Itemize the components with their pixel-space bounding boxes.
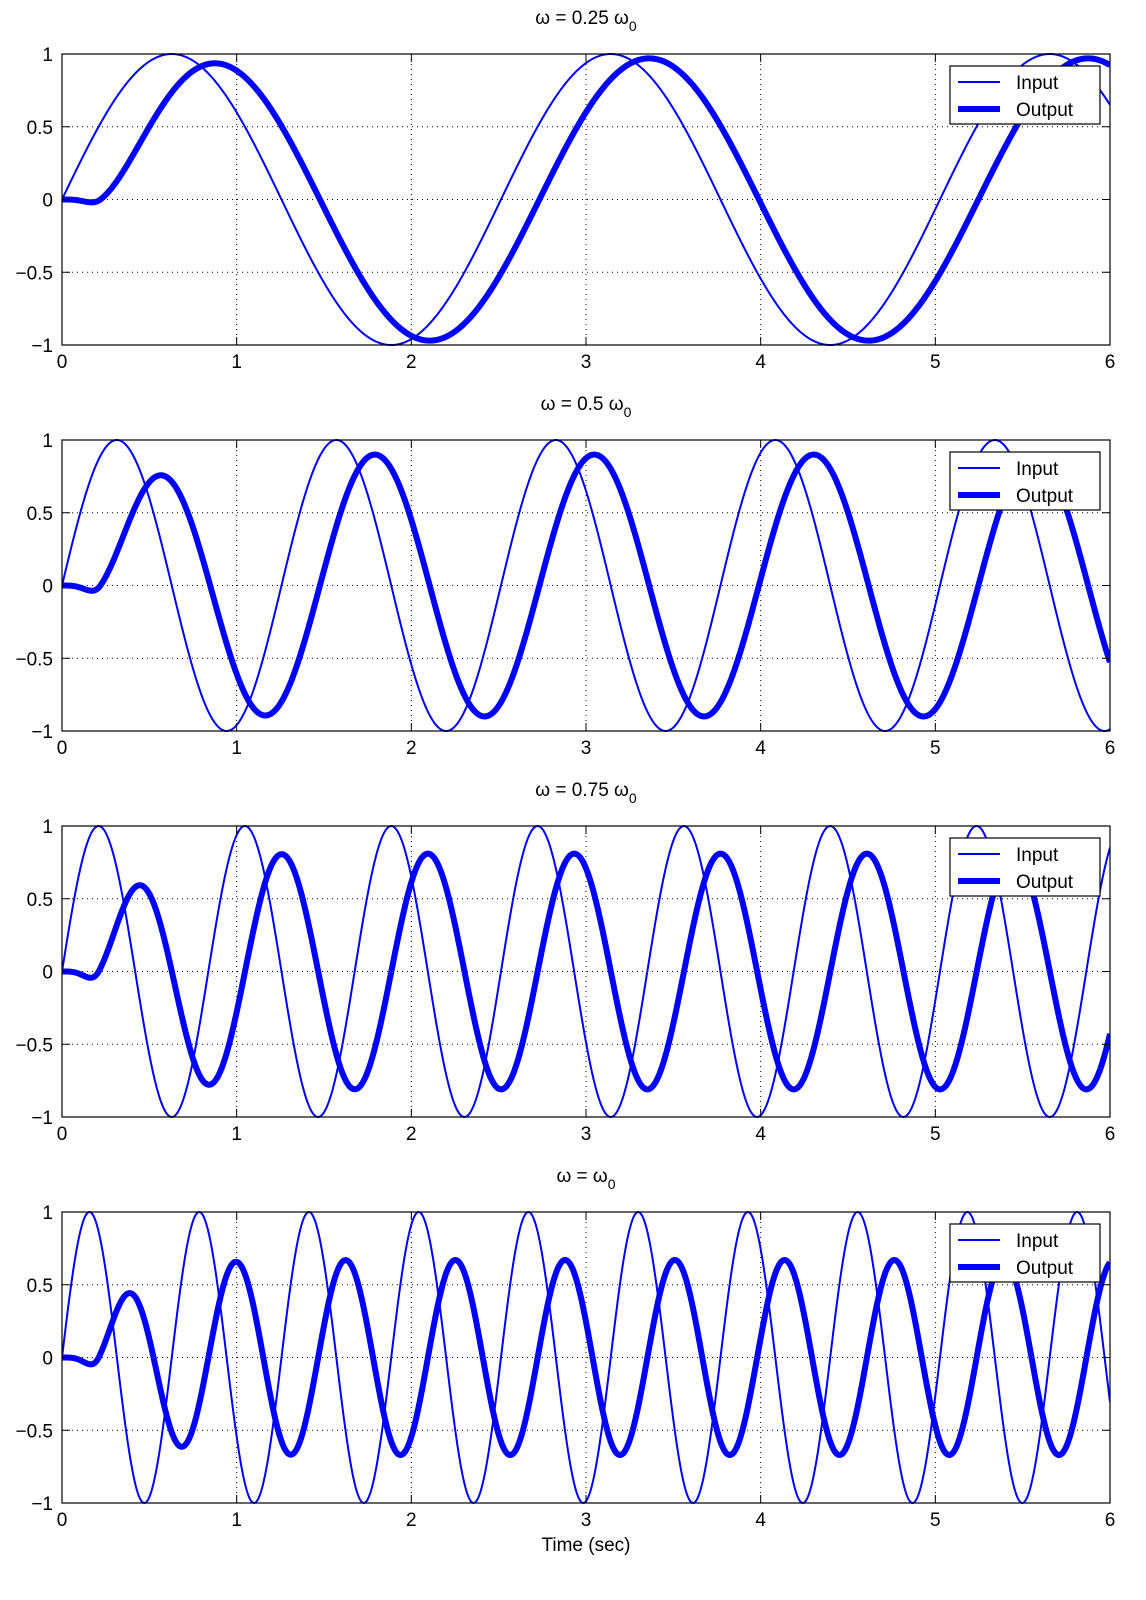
- x-tick-label: 0: [57, 738, 68, 759]
- chart-title: ω = 0.5 ω0: [541, 394, 632, 420]
- series-line-output: [62, 850, 1110, 1093]
- series-line-output: [62, 1257, 1110, 1458]
- y-tick-label: 0.5: [27, 1276, 53, 1297]
- x-tick-label: 4: [755, 1124, 766, 1145]
- x-tick-label: 6: [1105, 1124, 1116, 1145]
- legend-label-output: Output: [1016, 1258, 1074, 1279]
- x-tick-label: 5: [930, 1510, 941, 1531]
- x-tick-label: 2: [406, 1510, 417, 1531]
- series-line-input: [62, 52, 1110, 347]
- series-line-output: [62, 451, 1110, 720]
- x-tick-label: 5: [930, 738, 941, 759]
- legend: Input Output: [949, 1223, 1101, 1283]
- legend-box: [949, 451, 1101, 511]
- x-tick-label: 0: [57, 352, 68, 373]
- x-tick-label: 6: [1105, 738, 1116, 759]
- y-tick-label: 0.5: [27, 890, 53, 911]
- grid: [62, 826, 1110, 1117]
- y-tick-label: 0: [42, 191, 53, 212]
- legend-label-input: Input: [1016, 459, 1059, 480]
- y-tick-label: 1: [42, 45, 53, 66]
- x-tick-label: 1: [231, 352, 242, 373]
- y-tick-label: −0.5: [15, 1421, 53, 1442]
- chart-panel-4: 0 1 2 3 4 5 6 1 0.5 0 −0.5 −1 ω = ω0 Time (sec) Input O…: [15, 1166, 1115, 1556]
- chart-panel-1: 0 1 2 3 4 5 6 1 0.5 0 −0.5 −1 ω = 0.25 ω0 Input Output: [15, 8, 1115, 373]
- legend-box: [949, 837, 1101, 897]
- series-line-output: [62, 55, 1110, 344]
- x-tick-label: 4: [755, 738, 766, 759]
- x-axis-label: Time (sec): [541, 1535, 630, 1556]
- legend-label-input: Input: [1016, 73, 1059, 94]
- x-tick-label: 2: [406, 738, 417, 759]
- x-tick-label: 3: [581, 1510, 592, 1531]
- legend-label-output: Output: [1016, 486, 1074, 507]
- legend-label-output: Output: [1016, 100, 1074, 121]
- legend: Input Output: [949, 451, 1101, 511]
- y-tick-label: 1: [42, 1203, 53, 1224]
- y-tick-label: 1: [42, 431, 53, 452]
- y-tick-label: 0: [42, 577, 53, 598]
- grid: [62, 1212, 1110, 1503]
- chart-panel-3: 0 1 2 3 4 5 6 1 0.5 0 −0.5 −1 ω = 0.75 ω0 Input Output: [15, 780, 1115, 1145]
- legend-box: [949, 65, 1101, 125]
- y-tick-label: 0.5: [27, 504, 53, 525]
- y-tick-label: −1: [31, 1494, 53, 1515]
- x-tick-label: 0: [57, 1124, 68, 1145]
- x-tick-label: 1: [231, 738, 242, 759]
- x-tick-label: 4: [755, 352, 766, 373]
- x-tick-label: 0: [57, 1510, 68, 1531]
- x-tick-label: 1: [231, 1510, 242, 1531]
- x-tick-label: 5: [930, 1124, 941, 1145]
- y-tick-label: 0: [42, 1349, 53, 1370]
- x-tick-label: 3: [581, 1124, 592, 1145]
- y-tick-label: 1: [42, 817, 53, 838]
- legend: Input Output: [949, 65, 1101, 125]
- x-tick-label: 2: [406, 352, 417, 373]
- legend-label-input: Input: [1016, 1231, 1059, 1252]
- y-tick-label: −0.5: [15, 263, 53, 284]
- chart-panel-2: 0 1 2 3 4 5 6 1 0.5 0 −0.5 −1 ω = 0.5 ω0 Input Output: [15, 394, 1115, 759]
- y-tick-label: 0.5: [27, 118, 53, 139]
- x-tick-label: 2: [406, 1124, 417, 1145]
- chart-title: ω = 0.25 ω0: [535, 8, 637, 34]
- y-tick-label: 0: [42, 963, 53, 984]
- series-group: [62, 824, 1110, 1119]
- legend: Input Output: [949, 837, 1101, 897]
- x-tick-label: 5: [930, 352, 941, 373]
- y-tick-label: −0.5: [15, 1035, 53, 1056]
- legend-label-output: Output: [1016, 872, 1074, 893]
- chart-title: ω = ω0: [556, 1166, 615, 1192]
- x-tick-label: 6: [1105, 352, 1116, 373]
- series-group: [62, 52, 1110, 347]
- legend-label-input: Input: [1016, 845, 1059, 866]
- x-tick-label: 4: [755, 1510, 766, 1531]
- chart-title: ω = 0.75 ω0: [535, 780, 637, 806]
- legend-box: [949, 1223, 1101, 1283]
- series-line-input: [62, 824, 1110, 1119]
- x-tick-label: 1: [231, 1124, 242, 1145]
- x-tick-label: 6: [1105, 1510, 1116, 1531]
- x-tick-label: 3: [581, 738, 592, 759]
- y-tick-label: −1: [31, 722, 53, 743]
- y-tick-label: −0.5: [15, 649, 53, 670]
- y-tick-label: −1: [31, 336, 53, 357]
- y-tick-label: −1: [31, 1108, 53, 1129]
- x-tick-label: 3: [581, 352, 592, 373]
